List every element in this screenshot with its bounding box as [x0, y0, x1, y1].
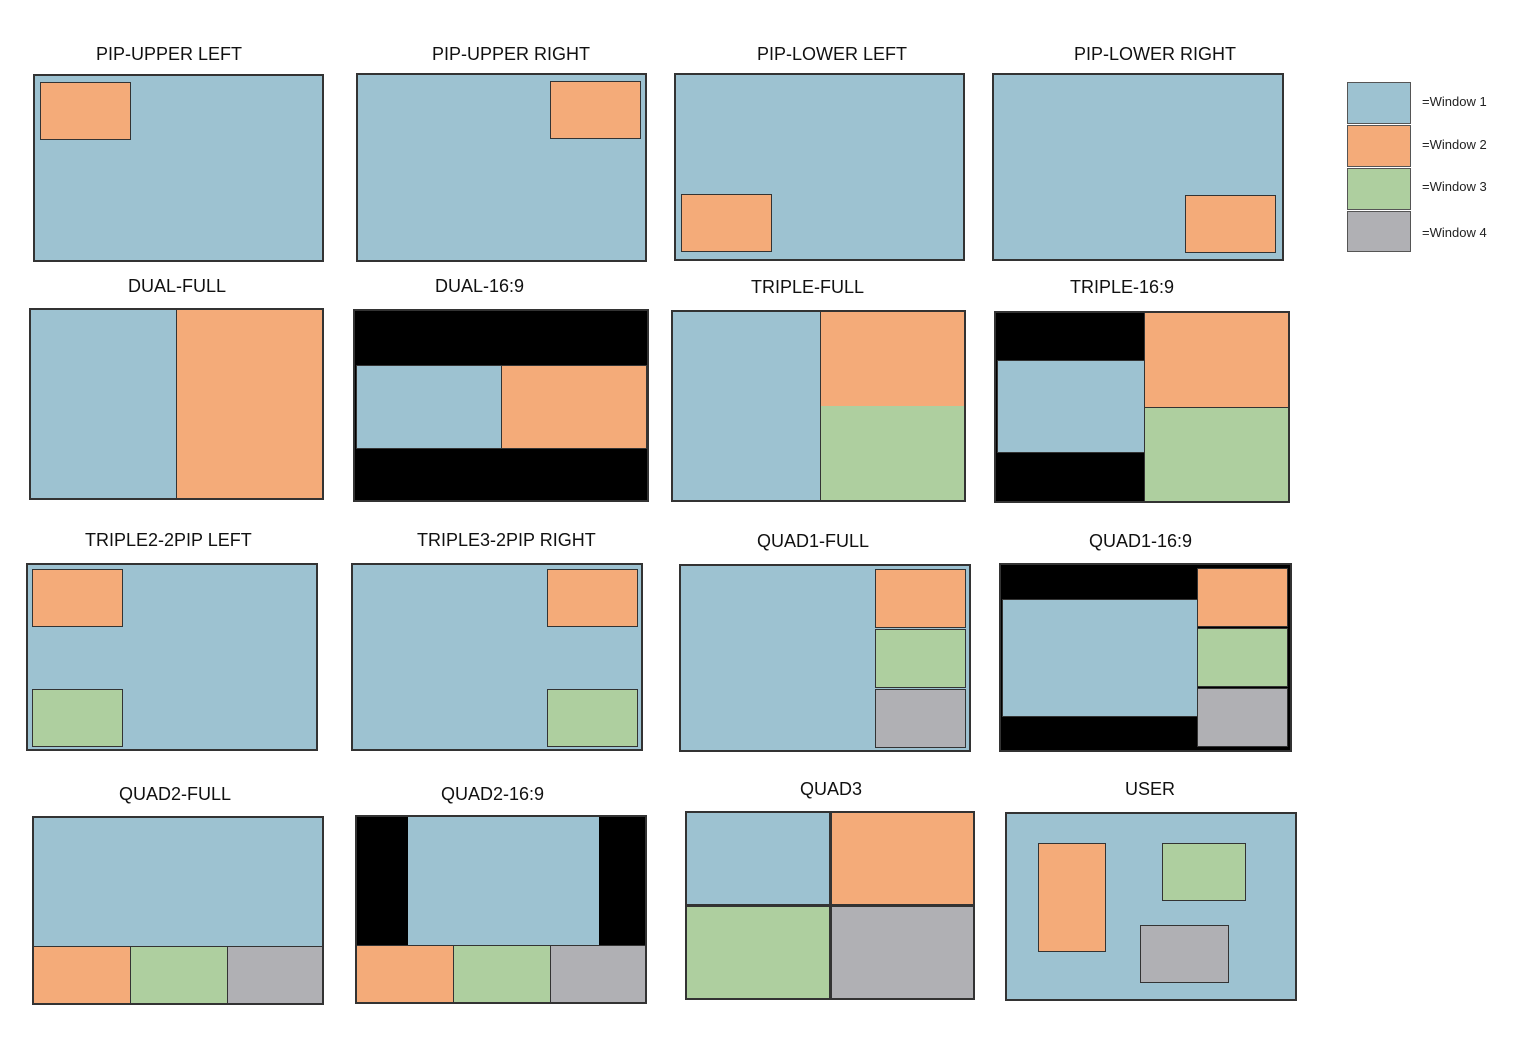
layout-title-triple-full: TRIPLE-FULL: [751, 277, 865, 297]
window-2: [34, 946, 131, 1003]
layout-title-dual-full: DUAL-FULL: [128, 276, 227, 296]
window-2: [832, 813, 973, 904]
window-2: [1038, 843, 1106, 952]
legend-label-window-3: =Window 3: [1422, 179, 1487, 194]
window-3: [1197, 628, 1288, 687]
window-4: [550, 945, 645, 1002]
layout-title-user: USER: [1125, 779, 1176, 799]
layout-title-pip-upper-left: PIP-UPPER LEFT: [96, 44, 243, 64]
legend-swatch-window-1: [1347, 82, 1411, 124]
layout-triple3-2pip-right: [351, 563, 643, 751]
layout-title-quad1-full: QUAD1-FULL: [757, 531, 870, 551]
window-2: [681, 194, 772, 252]
layout-quad3: [685, 811, 975, 1000]
window-2: [32, 569, 123, 627]
layout-title-pip-upper-right: PIP-UPPER RIGHT: [432, 44, 591, 64]
layout-pip-upper-right: [356, 73, 647, 262]
window-3: [547, 689, 638, 747]
layout-triple-16-9: [994, 311, 1290, 503]
layout-triple-full: [671, 310, 966, 502]
window-3: [453, 945, 551, 1002]
window-2: [176, 310, 322, 498]
window-2: [547, 569, 638, 627]
window-3: [687, 907, 829, 998]
window-4: [832, 907, 973, 998]
layout-triple2-2pip-left: [26, 563, 318, 751]
layout-title-quad3: QUAD3: [800, 779, 863, 799]
layout-title-triple-16-9: TRIPLE-16:9: [1070, 277, 1175, 297]
window-2: [875, 569, 966, 628]
window-2: [820, 312, 964, 407]
layout-title-dual-16-9: DUAL-16:9: [435, 276, 525, 296]
window-1: [34, 818, 322, 948]
window-2: [357, 945, 454, 1002]
window-3: [875, 629, 966, 688]
window-2: [1197, 568, 1288, 627]
window-2: [501, 365, 647, 449]
window-1: [408, 817, 599, 947]
window-2: [550, 81, 641, 139]
window-4: [227, 946, 322, 1003]
layout-title-quad2-full: QUAD2-FULL: [119, 784, 232, 804]
layout-pip-lower-left: [674, 73, 965, 261]
layout-pip-upper-left: [33, 74, 324, 262]
layout-title-pip-lower-right: PIP-LOWER RIGHT: [1074, 44, 1237, 64]
window-1: [31, 310, 177, 498]
legend-swatch-window-2: [1347, 125, 1411, 167]
layout-title-quad2-16-9: QUAD2-16:9: [441, 784, 545, 804]
layout-quad1-16-9: [999, 563, 1292, 752]
window-1: [673, 312, 821, 500]
window-1: [687, 813, 829, 904]
layout-dual-16-9: [353, 309, 649, 502]
window-4: [1197, 688, 1288, 747]
window-4: [1140, 925, 1229, 983]
window-3: [1144, 407, 1288, 501]
window-3: [1162, 843, 1246, 901]
window-2: [40, 82, 131, 140]
layout-quad1-full: [679, 564, 971, 752]
window-2: [1185, 195, 1276, 253]
layout-dual-full: [29, 308, 324, 500]
window-1: [356, 365, 502, 449]
window-3: [820, 406, 964, 500]
window-1: [1002, 599, 1198, 717]
layout-title-pip-lower-left: PIP-LOWER LEFT: [757, 44, 908, 64]
layout-title-quad1-16-9: QUAD1-16:9: [1089, 531, 1193, 551]
legend-swatch-window-3: [1347, 168, 1411, 210]
window-3: [130, 946, 228, 1003]
layout-quad2-16-9: [355, 815, 647, 1004]
legend-label-window-4: =Window 4: [1422, 225, 1487, 240]
layout-title-triple2-2pip-left: TRIPLE2-2PIP LEFT: [85, 530, 252, 550]
legend-swatch-window-4: [1347, 211, 1411, 252]
window-1: [997, 360, 1145, 453]
layout-title-triple3-2pip-right: TRIPLE3-2PIP RIGHT: [417, 530, 596, 550]
layout-pip-lower-right: [992, 73, 1284, 261]
legend-label-window-1: =Window 1: [1422, 94, 1487, 109]
window-3: [32, 689, 123, 747]
window-4: [875, 689, 966, 748]
window-2: [1144, 313, 1288, 408]
legend-label-window-2: =Window 2: [1422, 137, 1487, 152]
layout-quad2-full: [32, 816, 324, 1005]
layout-user: [1005, 812, 1297, 1001]
